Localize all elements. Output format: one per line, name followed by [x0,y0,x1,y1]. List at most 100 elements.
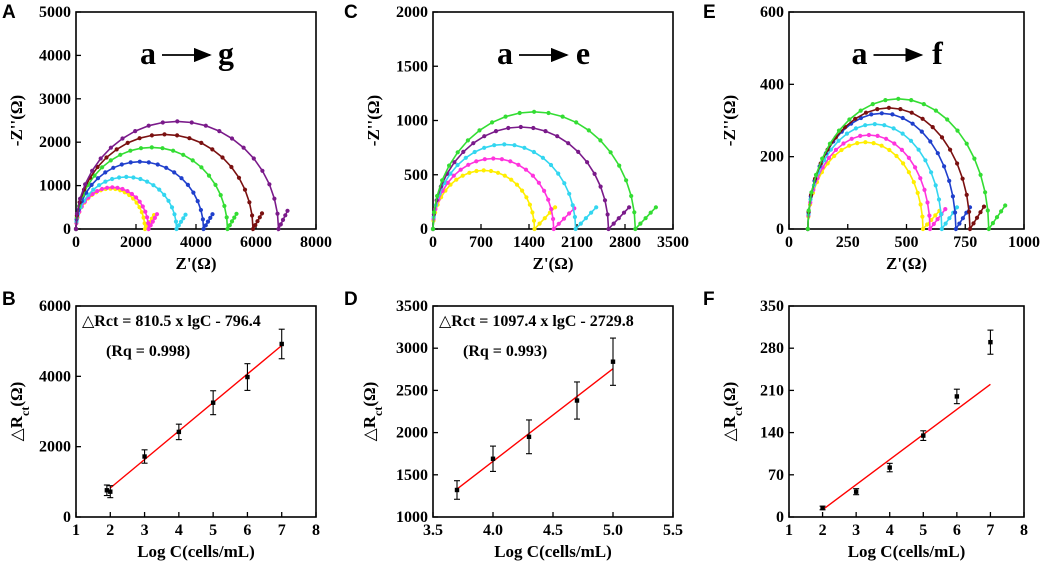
nyquist-curve-g [75,120,289,233]
data-point-e [586,128,591,133]
panel-letter-e: E [703,2,716,23]
data-point-a [137,205,142,210]
data-point-b [826,155,832,160]
data-point-d [869,112,874,117]
data-point-d [210,212,215,217]
data-point-d [137,159,142,164]
x-tick-label: 8 [312,522,320,539]
data-point-e [971,221,976,226]
data-point-a [139,210,144,215]
data-point-b [913,165,918,170]
fit-line [109,344,283,489]
data-point-a [832,153,837,159]
data-point-a [887,147,892,153]
x-tick-label: 1 [785,522,793,539]
data-point-c [863,123,868,128]
data-point-e [234,211,239,216]
data-point-f [149,133,154,138]
data-point-d [205,219,211,224]
data-point-f [921,102,926,107]
y-tick-label: 200 [760,149,784,166]
y-tick-label: 1000 [396,509,428,526]
data-point-b [866,132,872,138]
data-point-f [972,156,977,161]
data-point-e [920,116,925,121]
data-point-e [229,219,235,224]
data-point-f [847,117,852,122]
data-point-b [143,209,148,214]
data-point-a [142,226,148,232]
data-point-e [138,146,144,151]
data-point-e [967,226,973,232]
data-point-b [516,162,521,167]
data-point-d [900,115,905,121]
data-point-d [942,164,947,169]
data-point-e [92,173,97,178]
y-tick-label: 2000 [39,439,71,456]
data-point-e [978,210,983,215]
data-point-d [518,124,523,130]
data-point-c [872,122,877,127]
data-point-d [172,170,177,175]
data-point-c [181,216,186,221]
x-tick-label: 3 [141,522,149,539]
data-point-g [275,211,280,216]
x-tick-label: 4000 [180,234,212,251]
data-point-d [200,217,205,222]
nyquist-curve-e [807,106,985,232]
x-axis-label: Log C(cells/mL) [848,542,966,561]
data-point-b [499,157,504,162]
data-point-a [530,210,535,215]
data-point-f [250,213,255,218]
data-point-e [222,203,227,209]
data-point-f [964,141,969,146]
x-axis-label: Z'(Ω) [886,254,927,273]
data-point-e [648,210,653,215]
x-tick-label: 250 [836,234,860,251]
data-point-e [213,182,218,187]
data-point-f [253,223,258,228]
x-tick-label: 500 [895,234,919,251]
data-point-f [210,147,215,152]
data-point-e [225,226,230,232]
data-point-e [617,163,622,168]
annotation-end: e [576,35,590,71]
data-point-f [985,208,990,213]
data-point-d [185,182,190,187]
data-point-c [173,219,179,224]
x-tick-label: 5 [919,522,927,539]
data-point-g [276,226,281,232]
data-point-e [863,110,869,115]
y-tick-label: 6000 [39,298,71,315]
data-point-d [598,184,603,189]
data-point-b [115,185,120,190]
data-point-g [175,119,180,124]
data-point-d [95,176,101,181]
x-tick-label: 6 [243,522,251,539]
data-point-d [627,205,632,210]
data-point-e [643,216,648,221]
data-point-a [553,205,558,210]
data-point-d [155,162,160,167]
data-point-e [128,148,133,153]
data-point-b [549,207,554,212]
x-tick-label: 5 [209,522,217,539]
y-axis-label: -Z''(Ω) [7,95,26,146]
data-point-e [190,158,195,163]
data-point-a [871,141,876,146]
data-point-g [189,120,194,125]
data-point [454,487,460,493]
data-point-c [929,170,934,175]
data-point-b [150,219,155,224]
y-axis-label-unit: (Ω) [360,382,379,407]
data-point-g [78,196,83,201]
data-point-b [90,191,95,197]
y-axis-label-unit: (Ω) [720,382,739,407]
data-point-c [117,175,122,180]
data-point-c [91,187,96,192]
x-tick-label: 1 [72,522,80,539]
data-point-b [858,133,863,138]
data-point-f [162,132,167,137]
data-point-e [629,193,634,199]
